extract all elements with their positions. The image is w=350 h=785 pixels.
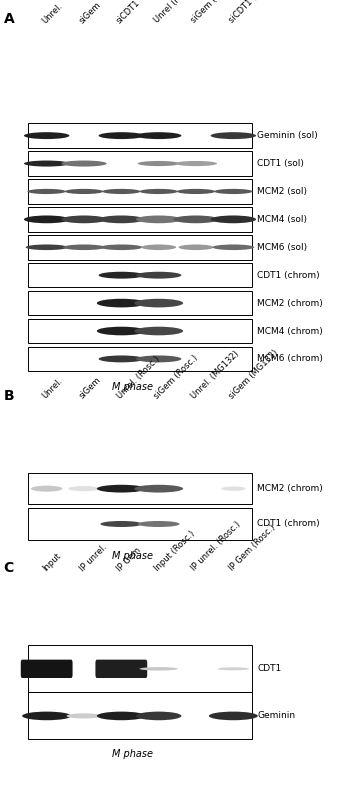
Text: MCM6 (chrom): MCM6 (chrom) <box>257 354 323 363</box>
Ellipse shape <box>209 711 258 721</box>
Text: MCM4 (sol): MCM4 (sol) <box>257 215 307 224</box>
Ellipse shape <box>99 356 144 363</box>
Text: siGem (Rosc.): siGem (Rosc.) <box>152 353 200 400</box>
Text: MCM2 (chrom): MCM2 (chrom) <box>257 484 323 493</box>
Text: siGem (MG132): siGem (MG132) <box>227 348 280 400</box>
Ellipse shape <box>134 299 183 308</box>
Ellipse shape <box>211 132 256 139</box>
Ellipse shape <box>136 132 181 139</box>
Ellipse shape <box>99 132 144 139</box>
Text: Input: Input <box>40 551 62 573</box>
Ellipse shape <box>63 244 105 250</box>
Text: Geminin: Geminin <box>257 711 295 721</box>
Bar <box>28 152 252 176</box>
Text: siGem: siGem <box>78 0 103 25</box>
Ellipse shape <box>136 711 181 721</box>
Bar <box>28 263 252 287</box>
Text: M phase: M phase <box>112 749 154 759</box>
Ellipse shape <box>66 714 102 718</box>
Ellipse shape <box>211 215 256 223</box>
Ellipse shape <box>24 215 69 223</box>
Bar <box>28 509 252 539</box>
Ellipse shape <box>100 521 142 527</box>
Ellipse shape <box>99 215 144 223</box>
Ellipse shape <box>99 272 144 279</box>
Text: MCM6 (sol): MCM6 (sol) <box>257 243 307 252</box>
Text: MCM2 (chrom): MCM2 (chrom) <box>257 298 323 308</box>
Text: Geminin (sol): Geminin (sol) <box>257 131 318 141</box>
Text: Unrel.: Unrel. <box>40 376 64 400</box>
Text: M phase: M phase <box>112 382 154 392</box>
Bar <box>28 473 252 504</box>
Text: M phase: M phase <box>112 551 154 561</box>
Text: CDT1: CDT1 <box>257 664 281 674</box>
Ellipse shape <box>138 521 180 527</box>
Text: siGem: siGem <box>78 375 103 400</box>
Ellipse shape <box>65 189 103 194</box>
Text: Unrel (Rosc.): Unrel (Rosc.) <box>152 0 197 25</box>
Text: siGem (Rosc.): siGem (Rosc.) <box>190 0 237 25</box>
Text: IP Gem (Rosc.): IP Gem (Rosc.) <box>227 523 277 573</box>
Ellipse shape <box>61 215 107 223</box>
Ellipse shape <box>22 711 71 721</box>
Bar <box>28 235 252 260</box>
Ellipse shape <box>173 215 219 223</box>
Text: B: B <box>4 389 14 403</box>
Ellipse shape <box>177 189 215 194</box>
Bar <box>28 347 252 371</box>
Ellipse shape <box>139 189 178 194</box>
Ellipse shape <box>97 327 146 335</box>
Ellipse shape <box>214 189 253 194</box>
Text: Unrel. (Rosc.): Unrel. (Rosc.) <box>115 354 161 400</box>
Text: Unrel.: Unrel. <box>40 1 64 25</box>
Bar <box>28 123 252 148</box>
Ellipse shape <box>178 244 214 250</box>
Ellipse shape <box>136 272 181 279</box>
Text: CDT1 (sol): CDT1 (sol) <box>257 159 304 168</box>
Text: C: C <box>4 561 14 575</box>
Text: IP unrel. (Rosc.): IP unrel. (Rosc.) <box>190 520 243 573</box>
Ellipse shape <box>175 161 217 166</box>
Bar <box>28 319 252 343</box>
Ellipse shape <box>141 244 176 250</box>
Text: CDT1 (chrom): CDT1 (chrom) <box>257 520 320 528</box>
Text: MCM4 (chrom): MCM4 (chrom) <box>257 327 323 335</box>
Ellipse shape <box>97 485 146 492</box>
Ellipse shape <box>27 189 66 194</box>
Text: Unrel. (MG132): Unrel. (MG132) <box>190 349 241 400</box>
Ellipse shape <box>138 161 180 166</box>
Ellipse shape <box>221 487 246 491</box>
FancyBboxPatch shape <box>21 659 72 678</box>
Text: A: A <box>4 12 14 26</box>
Text: IP unrel.: IP unrel. <box>78 542 108 573</box>
Bar <box>28 207 252 232</box>
Ellipse shape <box>102 189 141 194</box>
Ellipse shape <box>212 244 254 250</box>
Ellipse shape <box>100 244 142 250</box>
Text: MCM2 (sol): MCM2 (sol) <box>257 187 307 196</box>
Bar <box>28 179 252 204</box>
Ellipse shape <box>218 667 249 670</box>
Ellipse shape <box>139 667 178 670</box>
Ellipse shape <box>61 160 107 166</box>
Ellipse shape <box>134 485 183 492</box>
FancyBboxPatch shape <box>96 659 147 678</box>
Ellipse shape <box>31 486 62 491</box>
Ellipse shape <box>97 299 146 308</box>
Ellipse shape <box>24 160 69 166</box>
Ellipse shape <box>24 132 69 139</box>
Bar <box>28 290 252 316</box>
Ellipse shape <box>136 356 181 363</box>
Bar <box>28 645 252 739</box>
Ellipse shape <box>97 711 146 721</box>
Text: CDT1 (chrom): CDT1 (chrom) <box>257 271 320 279</box>
Ellipse shape <box>134 327 183 335</box>
Ellipse shape <box>136 215 181 223</box>
Text: siCDT1: siCDT1 <box>115 0 142 25</box>
Text: siCDT1 (Rosc.): siCDT1 (Rosc.) <box>227 0 276 25</box>
Ellipse shape <box>26 244 68 250</box>
Text: Input (Rosc.): Input (Rosc.) <box>152 529 196 573</box>
Ellipse shape <box>68 486 100 491</box>
Text: IP Gem: IP Gem <box>115 546 143 573</box>
